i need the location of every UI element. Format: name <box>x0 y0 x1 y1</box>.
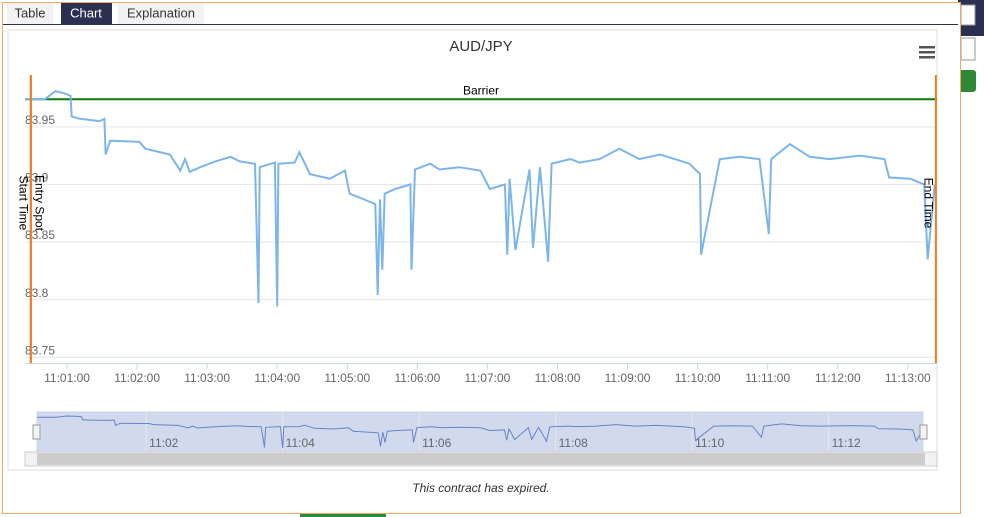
x-tick-label: 11:11:00 <box>745 371 790 385</box>
navigator-tick-label: 11:04 <box>286 436 315 450</box>
tab-label[interactable]: Chart <box>70 5 102 20</box>
marker-label: Start Time <box>17 176 31 231</box>
navigator-handle[interactable] <box>32 424 41 440</box>
button[interactable] <box>300 512 386 517</box>
tab-active[interactable] <box>61 3 112 24</box>
navigator-handle[interactable] <box>919 424 928 440</box>
tab[interactable] <box>7 3 53 24</box>
menu-bar[interactable] <box>919 56 935 59</box>
y-tick-label: 83.8 <box>25 286 49 300</box>
tab-label[interactable]: Table <box>14 5 45 20</box>
x-tick-label: 11:09:00 <box>605 371 651 385</box>
y-tick-label: 83.85 <box>25 228 55 242</box>
marker-label: Entry Spot <box>33 175 47 232</box>
select[interactable] <box>960 4 976 26</box>
menu-bar[interactable] <box>919 46 935 49</box>
y-tick-label: 83.75 <box>25 343 55 357</box>
navigator-tick-label: 11:02 <box>149 436 178 450</box>
tab[interactable] <box>118 3 204 24</box>
x-tick-label: 11:04:00 <box>254 371 300 385</box>
x-tick-label: 11:05:00 <box>324 371 370 385</box>
x-tick-label: 11:03:00 <box>184 371 230 385</box>
scrollbar-thumb[interactable] <box>37 453 925 465</box>
x-tick-label: 11:10:00 <box>675 371 721 385</box>
x-tick-label: 11:06:00 <box>394 371 440 385</box>
chart-title: AUD/JPY <box>449 38 512 55</box>
x-tick-label: 11:02:00 <box>114 371 160 385</box>
footer-note: This contract has expired. <box>412 481 549 495</box>
navigator-tick-label: 11:06 <box>422 436 451 450</box>
x-tick-label: 11:13:00 <box>885 371 931 385</box>
marker-label: End Time <box>922 178 936 229</box>
x-tick-label: 11:08:00 <box>535 371 581 385</box>
navigator-tick-label: 11:12 <box>832 436 861 450</box>
barrier-label: Barrier <box>463 83 499 97</box>
navigator-tick-label: 11:10 <box>695 436 724 450</box>
x-tick-label: 11:01:00 <box>44 371 90 385</box>
x-tick-label: 11:07:00 <box>465 371 511 385</box>
chart-frame <box>7 29 938 471</box>
button[interactable] <box>958 70 976 92</box>
navigator-line <box>37 415 924 449</box>
price-line <box>25 90 936 307</box>
tab-label[interactable]: Explanation <box>127 5 195 20</box>
select[interactable] <box>960 37 976 61</box>
navigator-tick-label: 11:08 <box>559 436 588 450</box>
y-tick-label: 83.95 <box>25 113 55 127</box>
navigator-bg <box>36 411 924 453</box>
x-tick-label: 11:12:00 <box>815 371 861 385</box>
menu-icon[interactable] <box>919 46 935 59</box>
menu-bar[interactable] <box>919 51 935 54</box>
